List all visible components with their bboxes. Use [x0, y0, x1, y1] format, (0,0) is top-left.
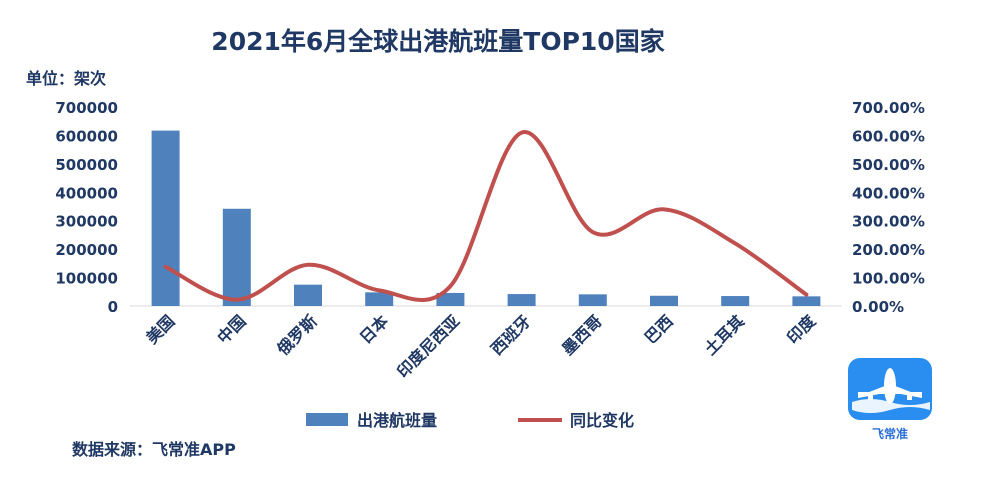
right-tick-label: 400.00%	[852, 184, 925, 202]
left-tick-label: 600000	[55, 127, 118, 145]
legend-bar-label: 出港航班量	[357, 411, 437, 430]
bar	[721, 296, 750, 306]
legend-bar-swatch	[306, 413, 348, 426]
category-label: 墨西哥	[558, 311, 605, 358]
bar	[365, 292, 394, 306]
category-label: 美国	[142, 311, 178, 347]
right-tick-label: 700.00%	[852, 99, 925, 117]
left-tick-label: 500000	[55, 156, 118, 174]
left-tick-label: 200000	[55, 241, 118, 259]
bar	[650, 295, 678, 306]
category-label: 俄罗斯	[273, 311, 321, 359]
bar	[792, 296, 821, 306]
legend-line-label: 同比变化	[570, 411, 634, 430]
right-tick-label: 300.00%	[852, 213, 925, 231]
left-tick-label: 400000	[55, 184, 118, 202]
logo-wave	[852, 399, 930, 413]
logo-label: 飞常准	[872, 426, 908, 441]
right-tick-label: 100.00%	[852, 270, 925, 288]
bar	[294, 284, 322, 306]
chart-title: 2021年6月全球出港航班量TOP10国家	[211, 27, 664, 56]
category-label: 印度	[783, 311, 820, 348]
category-label: 中国	[214, 311, 250, 347]
category-label: 日本	[356, 311, 392, 347]
bar	[151, 130, 180, 306]
bar	[578, 294, 607, 306]
left-tick-label: 700000	[55, 99, 118, 117]
category-label: 巴西	[641, 311, 677, 347]
bar	[507, 294, 536, 306]
left-tick-label: 100000	[55, 270, 118, 288]
left-axis-ticks: 0 100000 200000 300000 400000 500000 600000 700…	[55, 99, 118, 316]
source-note: 数据来源：飞常准APP	[72, 440, 236, 459]
right-tick-label: 500.00%	[852, 156, 925, 174]
left-tick-label: 300000	[55, 213, 118, 231]
right-tick-label: 200.00%	[852, 241, 925, 259]
airplane-icon	[858, 368, 922, 404]
bar-series	[151, 130, 821, 306]
bar	[222, 208, 251, 306]
right-tick-label: 0.00%	[852, 298, 904, 316]
category-label: 印度尼西亚	[393, 311, 463, 381]
right-tick-label: 600.00%	[852, 127, 925, 145]
category-label: 土耳其	[701, 311, 748, 358]
line-series	[163, 130, 809, 302]
category-label: 西班牙	[487, 311, 534, 358]
bar	[436, 292, 465, 306]
unit-label: 单位：架次	[26, 69, 106, 88]
legend: 出港航班量 同比变化	[306, 411, 634, 430]
left-tick-label: 0	[108, 298, 118, 316]
right-axis-ticks: 0.00% 100.00% 200.00% 300.00% 400.00% 500.00%…	[852, 99, 925, 316]
category-labels: 美国 中国 俄罗斯 日本 印度尼西亚 西班牙 墨西哥 巴西 土耳其 印度	[142, 311, 820, 382]
app-logo: 飞常准	[848, 358, 932, 441]
